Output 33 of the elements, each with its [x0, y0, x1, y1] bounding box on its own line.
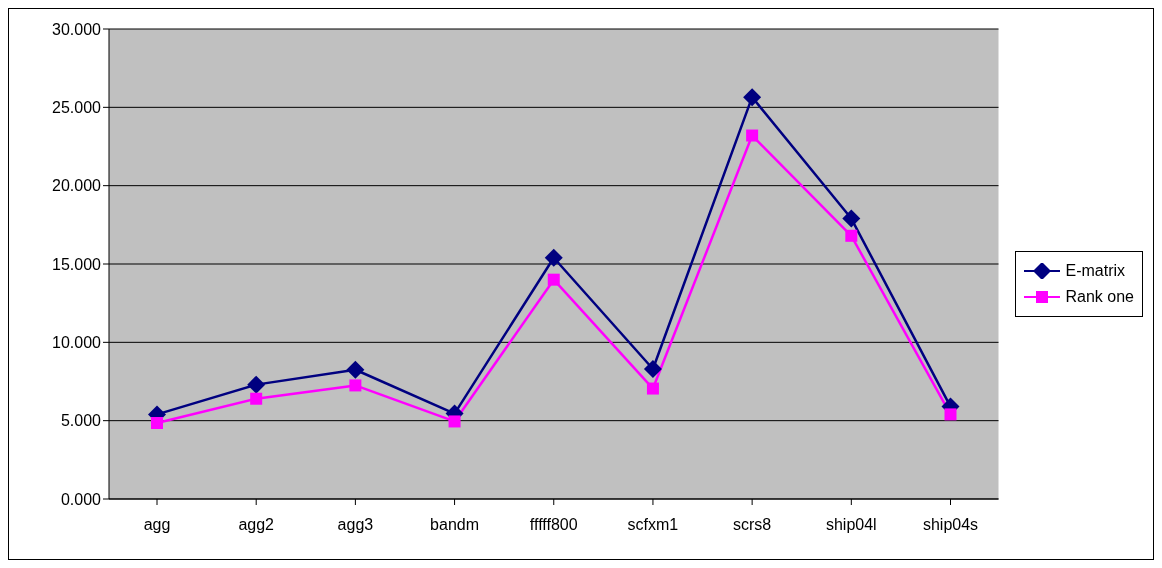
legend-label: Rank one: [1065, 287, 1134, 307]
x-tick-label: ship04l: [825, 516, 877, 534]
x-tick-label: agg: [143, 516, 171, 534]
point: [547, 273, 560, 286]
point: [746, 129, 759, 142]
x-tick-label: ship04s: [922, 516, 979, 534]
x-tick-label: agg2: [238, 516, 275, 534]
point: [743, 88, 762, 107]
point: [151, 417, 163, 430]
x-tick-label: scrs8: [733, 516, 772, 534]
x-tick-label: scfxm1: [627, 516, 679, 534]
point: [448, 415, 461, 428]
point: [346, 360, 365, 379]
point: [544, 248, 563, 267]
point: [944, 408, 957, 421]
y-tick-label: 5.000: [60, 412, 102, 430]
point: [643, 359, 662, 378]
x-tick-label: agg3: [337, 516, 374, 534]
y-tick-label: 30.000: [52, 20, 102, 38]
point: [349, 379, 362, 392]
y-tick-label: 0.000: [60, 490, 102, 508]
point: [842, 209, 861, 228]
y-tick-label: 25.000: [52, 99, 102, 117]
y-tick-label: 20.000: [52, 177, 102, 195]
point: [845, 229, 858, 242]
point: [247, 375, 266, 394]
point: [250, 392, 263, 405]
x-tick-label: fffff800: [529, 516, 578, 534]
y-tick-label: 10.000: [52, 334, 102, 352]
legend-label: E-matrix: [1065, 261, 1126, 281]
y-tick-label: 15.000: [52, 255, 102, 273]
point: [646, 382, 659, 395]
x-tick-label: bandm: [430, 516, 480, 534]
